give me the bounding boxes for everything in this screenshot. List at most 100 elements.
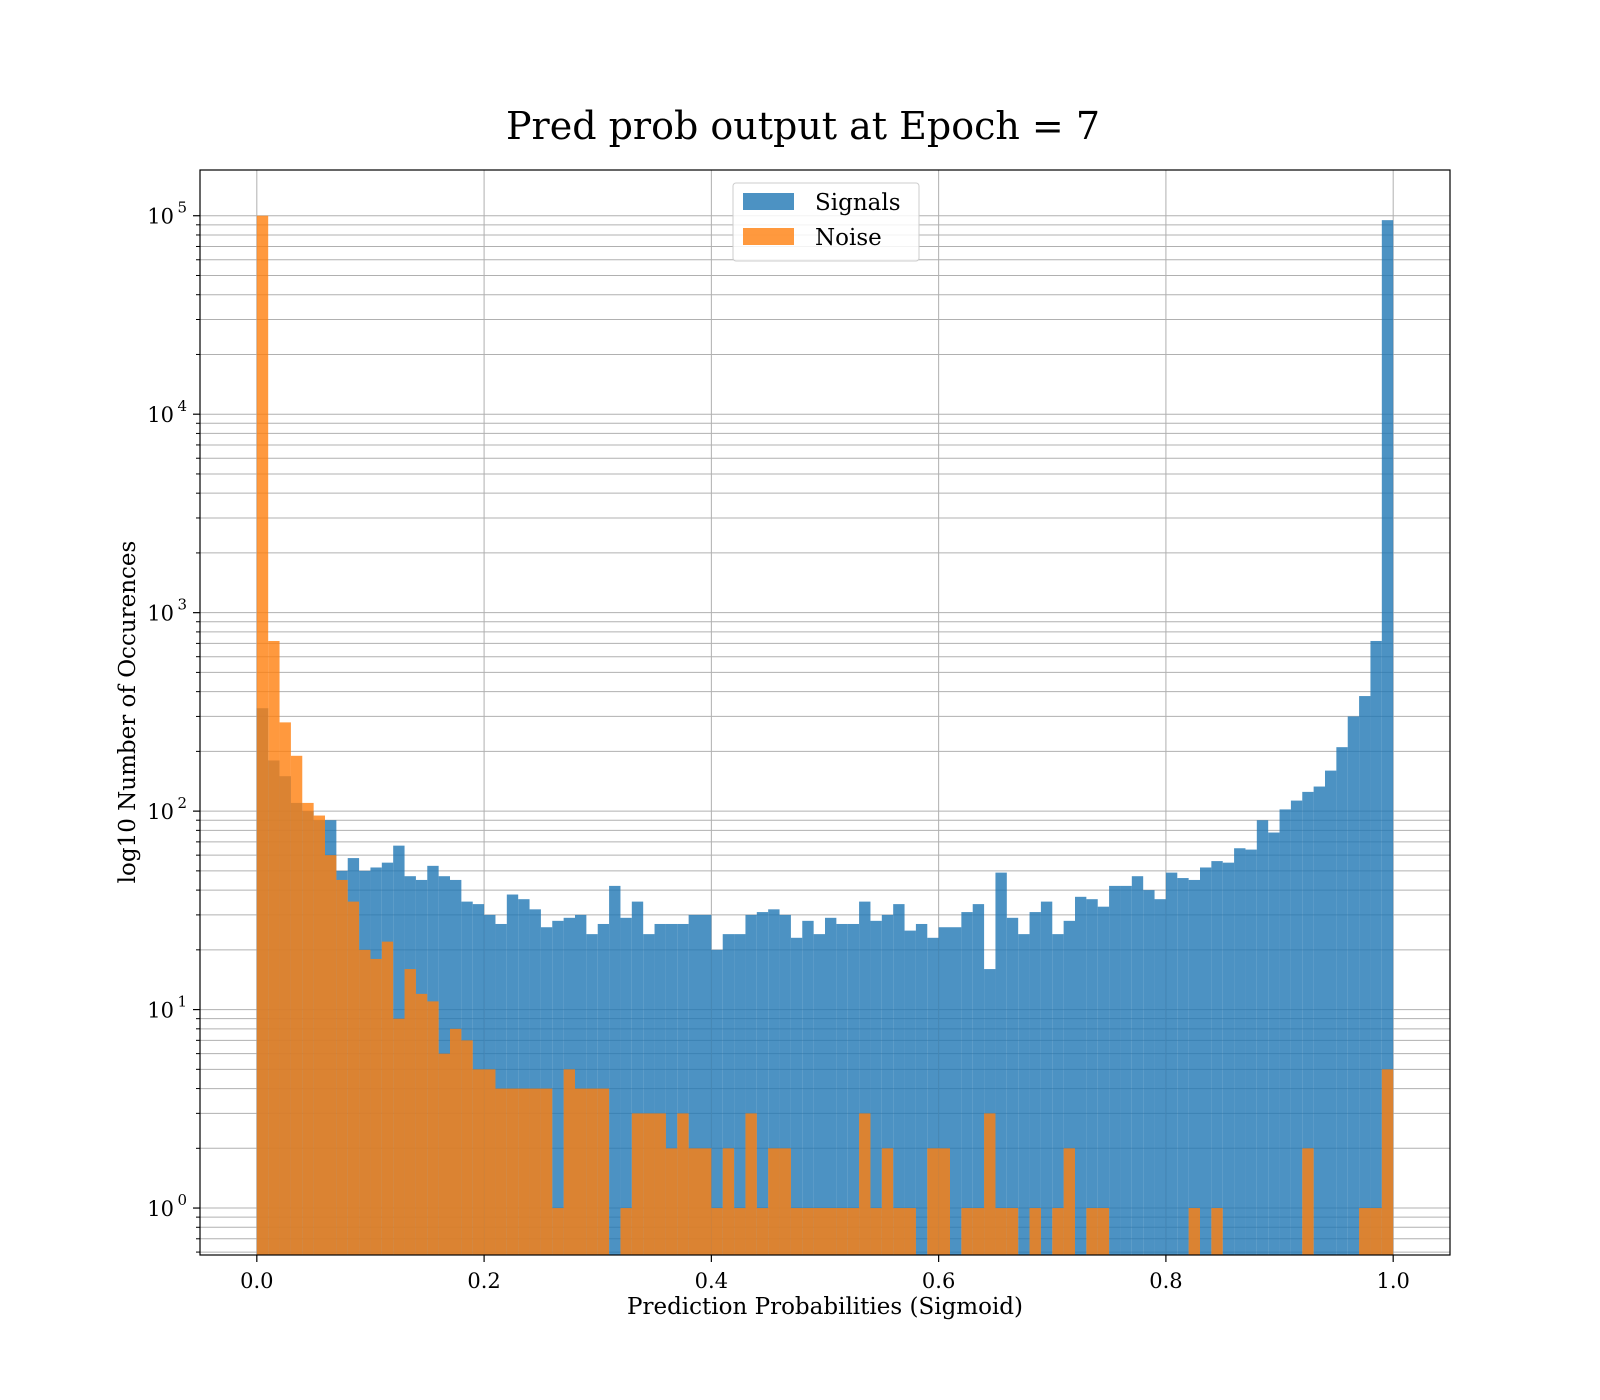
bar-signals-44 [756,912,769,1255]
bar-noise-62 [961,1208,973,1255]
y-tick-label: 10 [147,602,174,626]
bar-signals-59 [927,937,939,1255]
x-tick-label: 1.0 [1376,1269,1409,1293]
bar-noise-0 [256,215,269,1256]
bar-noise-25 [540,1088,553,1255]
bar-signals-23 [518,899,530,1255]
bar-noise-66 [1006,1208,1019,1255]
bar-signals-75 [1109,885,1121,1255]
bar-noise-6 [325,855,337,1255]
legend-swatch-signals [743,193,794,210]
bar-noise-9 [359,949,371,1255]
bar-signals-85 [1222,862,1235,1255]
bar-signals-47 [790,937,803,1255]
chart-title: Pred prob output at Epoch = 7 [506,104,1100,148]
y-tick-label: 10 [147,205,174,229]
bar-noise-37 [677,1113,689,1255]
bar-signals-80 [1165,872,1178,1255]
y-tick-exponent: 0 [177,1191,187,1209]
bar-noise-7 [336,879,348,1255]
bar-noise-48 [802,1208,814,1255]
y-tick-exponent: 3 [177,596,187,614]
bar-signals-63 [972,904,985,1255]
bar-signals-77 [1131,876,1144,1255]
bar-signals-87 [1245,849,1257,1255]
bar-noise-44 [756,1208,769,1255]
bar-noise-35 [654,1113,666,1255]
bar-noise-97 [1359,1208,1371,1255]
bar-signals-37 [677,923,689,1255]
x-tick-label: 0.6 [922,1269,955,1293]
bar-signals-94 [1325,770,1337,1255]
bar-noise-27 [563,1069,575,1255]
bar-noise-51 [836,1208,848,1255]
bar-signals-31 [609,885,621,1255]
bar-signals-74 [1097,906,1110,1255]
bar-signals-67 [1018,934,1030,1255]
bar-noise-42 [734,1208,746,1255]
bar-signals-36 [665,923,678,1255]
bar-signals-50 [825,917,837,1255]
x-tick-label: 0.2 [467,1269,500,1293]
bar-signals-26 [552,920,564,1255]
bar-signals-86 [1234,848,1246,1255]
bar-noise-34 [643,1113,655,1255]
bar-noise-73 [1086,1208,1098,1255]
bar-signals-40 [711,949,723,1255]
bar-noise-84 [1211,1208,1223,1255]
legend-label-signals: Signals [815,190,901,216]
bar-signals-64 [984,969,996,1255]
bar-signals-53 [859,901,871,1255]
bar-noise-21 [495,1088,507,1255]
bar-signals-79 [1154,899,1166,1255]
bar-noise-36 [665,1148,678,1255]
bar-noise-63 [972,1208,985,1255]
bar-signals-71 [1063,920,1075,1255]
bar-noise-40 [711,1208,723,1255]
bar-noise-32 [620,1208,632,1255]
bar-noise-4 [302,802,314,1255]
bar-noise-30 [597,1088,610,1255]
bar-signals-92 [1302,791,1314,1255]
bar-noise-15 [427,1001,439,1255]
bar-signals-90 [1279,809,1291,1255]
bar-noise-45 [768,1148,780,1255]
bar-signals-76 [1120,885,1132,1255]
bar-signals-70 [1052,934,1064,1255]
bar-signals-38 [688,914,700,1255]
bar-signals-69 [1040,901,1053,1255]
bar-signals-45 [768,909,780,1255]
bar-noise-71 [1063,1148,1075,1255]
x-tick-label: 0.8 [1149,1269,1182,1293]
y-tick-label: 10 [147,403,174,427]
bar-noise-23 [518,1088,530,1255]
bar-noise-92 [1302,1148,1314,1255]
bar-signals-84 [1211,861,1223,1255]
y-tick-label: 10 [147,999,174,1023]
bar-signals-43 [745,914,757,1255]
bar-signals-51 [836,923,848,1255]
bar-noise-16 [438,1053,450,1255]
y-axis-label: log10 Number of Occurences [115,541,141,884]
bar-noise-8 [347,901,360,1255]
bar-noise-52 [847,1208,860,1255]
bar-noise-12 [393,1018,405,1255]
bar-noise-54 [870,1208,882,1255]
bar-noise-1 [268,640,280,1255]
bar-noise-17 [450,1028,462,1255]
bar-signals-42 [734,934,746,1255]
bar-noise-43 [745,1113,757,1255]
bar-noise-3 [290,755,303,1255]
bar-signals-99 [1381,220,1394,1256]
bar-signals-52 [847,923,860,1255]
legend: Signals Noise [732,182,920,262]
bar-signals-96 [1347,716,1360,1255]
bar-signals-56 [893,904,905,1255]
plot-frame [199,169,1451,1256]
bar-noise-53 [859,1113,871,1255]
bar-signals-34 [643,934,655,1255]
bar-signals-39 [700,914,712,1255]
x-tick-label: 0.0 [240,1269,273,1293]
